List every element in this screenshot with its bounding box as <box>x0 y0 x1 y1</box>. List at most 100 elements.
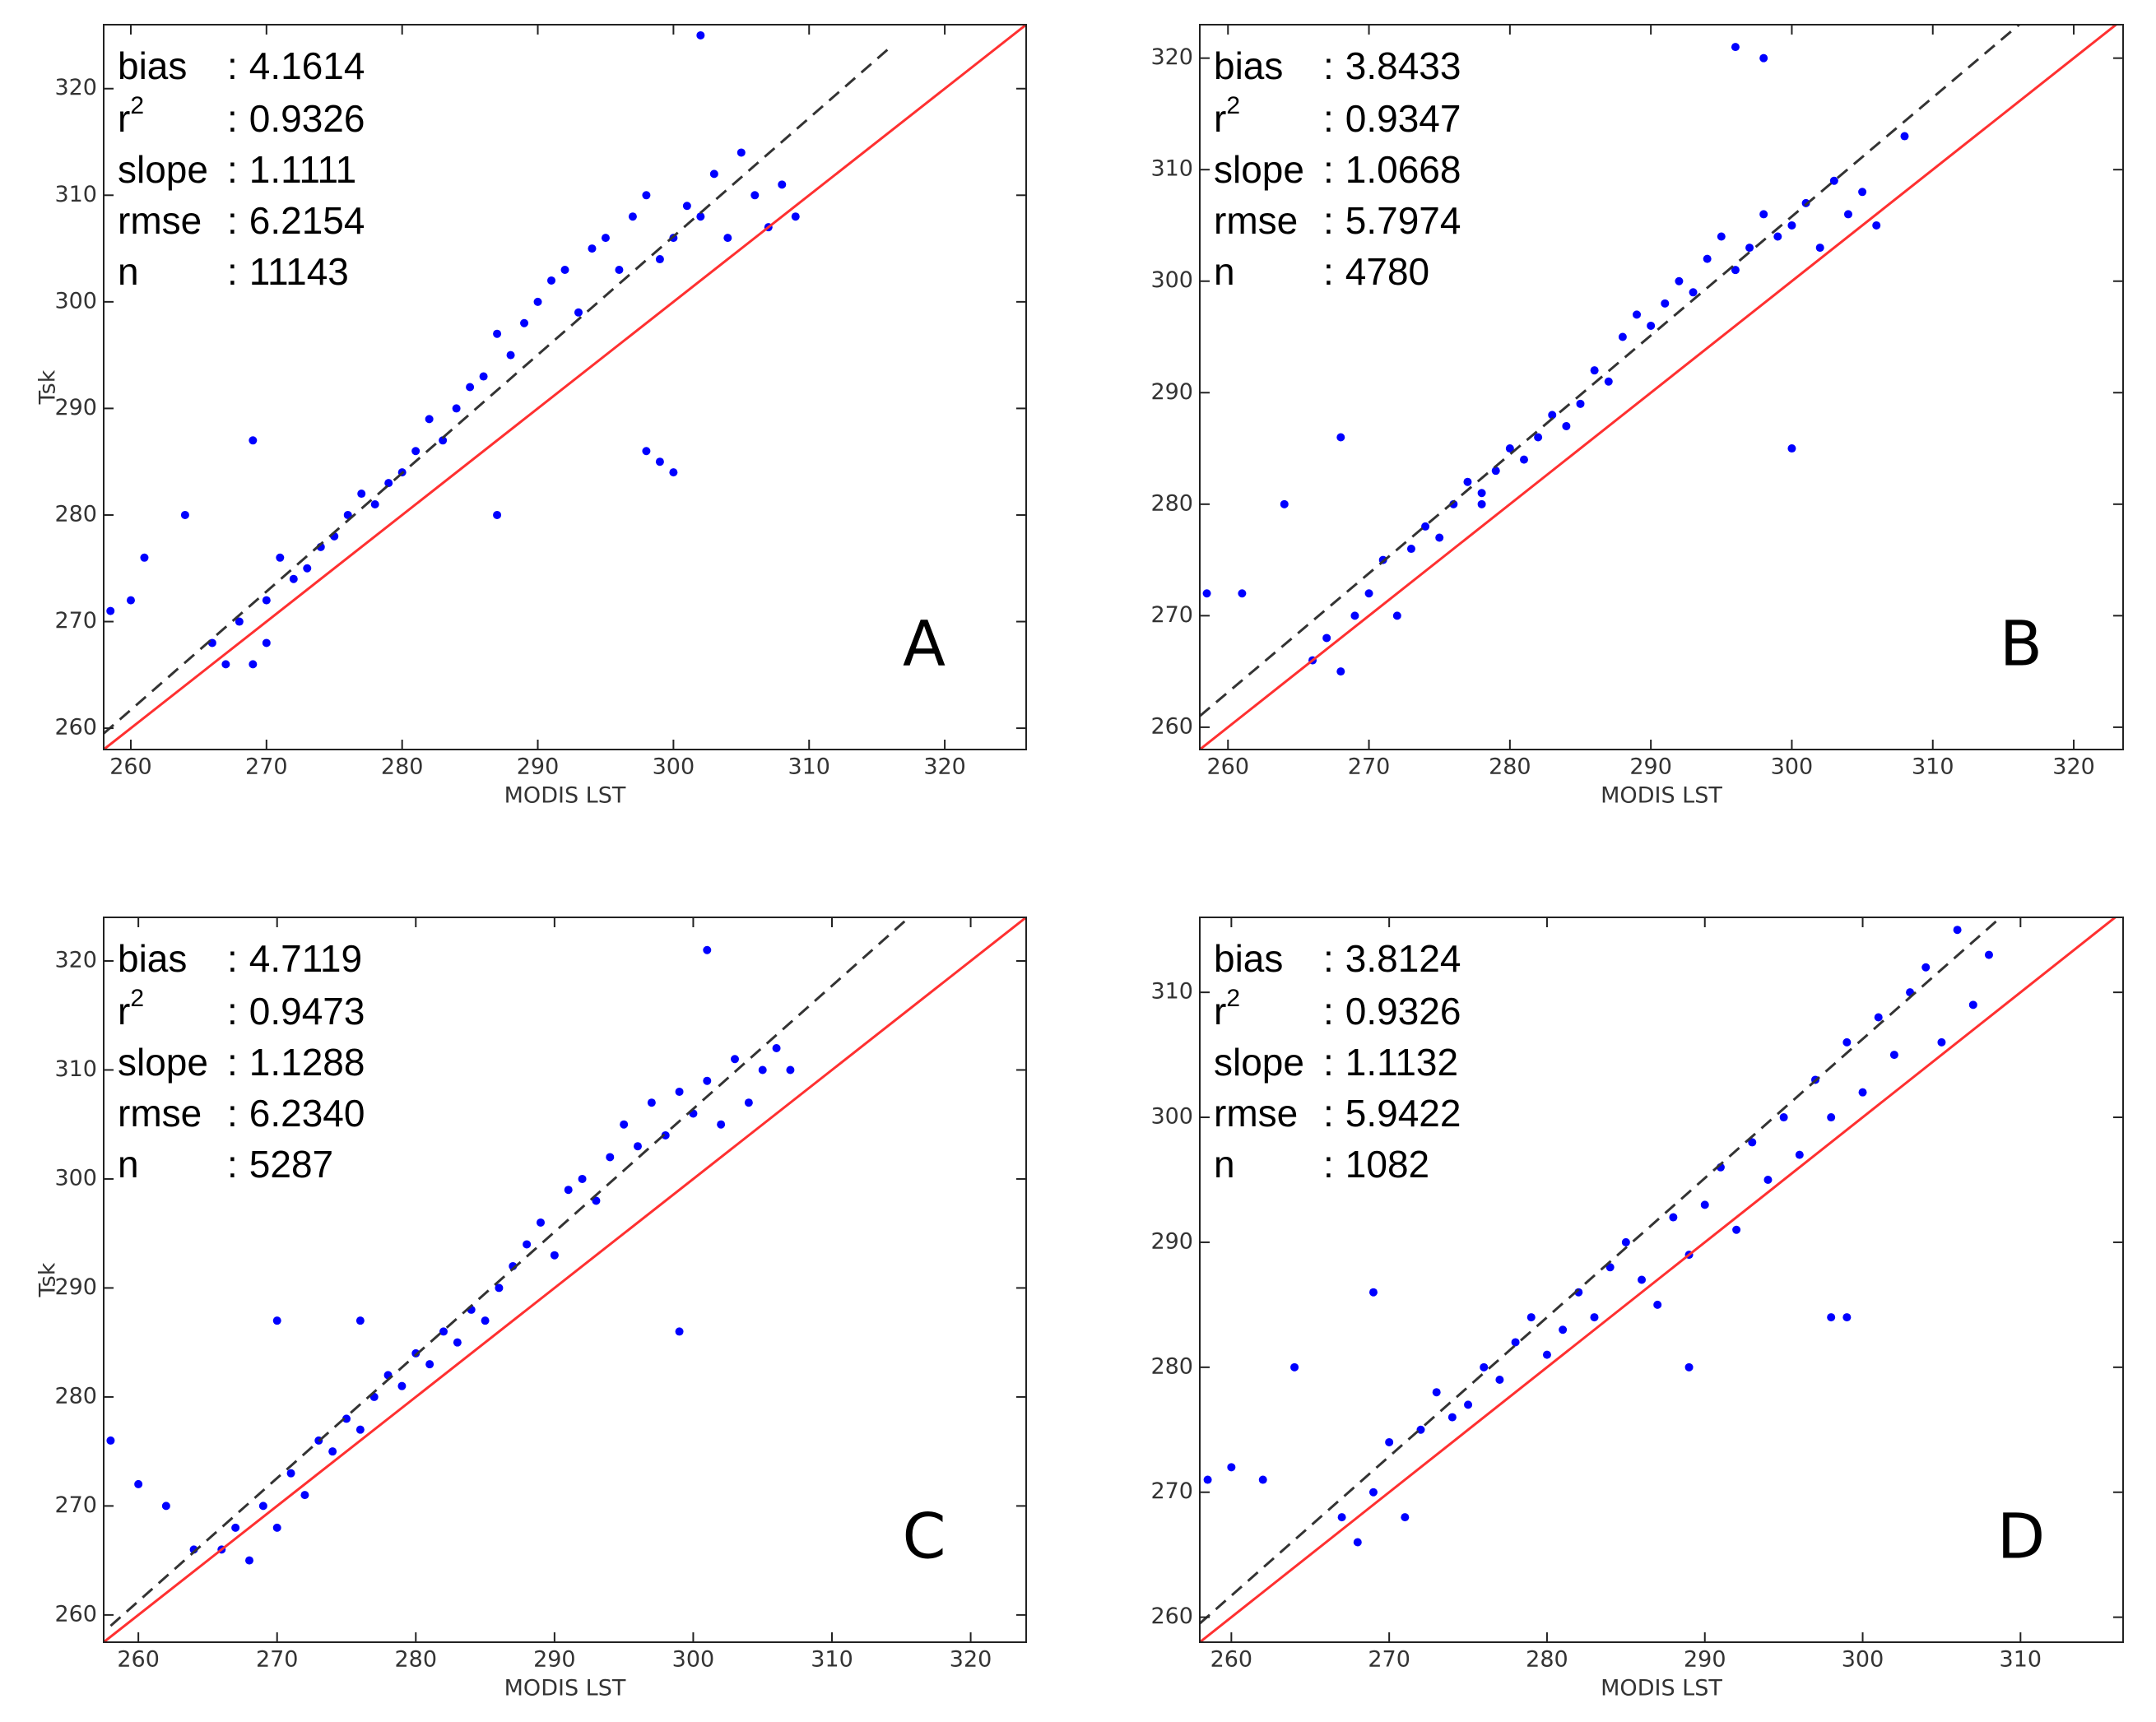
x-tick-label: 290 <box>533 1647 576 1673</box>
stat-value: 0.9326 <box>1345 990 1461 1033</box>
point <box>560 265 569 274</box>
point <box>1559 1325 1568 1334</box>
point <box>231 1523 240 1532</box>
y-tick-label: 300 <box>1150 267 1193 293</box>
point <box>1238 589 1247 598</box>
stat-name: n <box>1214 250 1235 293</box>
y-tick-label: 280 <box>54 501 97 527</box>
point <box>262 638 271 647</box>
stat-value: 1082 <box>1345 1143 1429 1186</box>
stat-value: 1.1288 <box>249 1041 365 1084</box>
y-tick-label: 310 <box>1150 156 1193 182</box>
point <box>1661 299 1670 308</box>
axes-frame <box>1199 24 2124 750</box>
stat-line: n:11143 <box>118 250 349 293</box>
point <box>1202 589 1211 598</box>
stat-sep: : <box>227 937 238 980</box>
point <box>495 1283 504 1293</box>
point <box>370 500 379 509</box>
point <box>357 490 366 499</box>
x-tick-label: 270 <box>1348 754 1391 780</box>
x-tick-label: 290 <box>1684 1647 1726 1673</box>
y-tick-label: 290 <box>1150 1228 1193 1254</box>
point <box>126 596 135 605</box>
identity-line <box>1200 25 2118 750</box>
point <box>439 1327 448 1336</box>
stat-name: rmse <box>118 1092 202 1135</box>
point <box>1576 399 1585 408</box>
panel-label: B <box>2000 607 2042 680</box>
point <box>355 1425 365 1434</box>
stat-value: 0.9326 <box>249 97 365 140</box>
point <box>1621 1237 1630 1246</box>
axes-frame <box>103 24 1027 750</box>
stat-sep: : <box>227 97 238 140</box>
point <box>1889 1051 1898 1060</box>
point <box>723 234 732 243</box>
point <box>533 297 542 306</box>
x-tick-label: 280 <box>395 1647 438 1673</box>
point <box>606 1153 615 1162</box>
x-tick-label: 300 <box>1842 1647 1884 1673</box>
stat-value: 1.0668 <box>1345 148 1461 191</box>
point <box>1447 1413 1457 1422</box>
stat-sep: : <box>227 199 238 242</box>
point <box>355 1316 365 1325</box>
point <box>300 1491 309 1500</box>
point <box>272 1316 281 1325</box>
stat-sep: : <box>227 1041 238 1084</box>
point <box>286 1469 295 1478</box>
stat-value: 3.8433 <box>1345 44 1461 87</box>
point <box>466 383 475 392</box>
point <box>1874 1013 1883 1022</box>
stat-value: 6.2154 <box>249 199 365 242</box>
x-tick-label: 310 <box>1912 754 1954 780</box>
y-tick-label: 300 <box>1150 1104 1193 1130</box>
point <box>1406 545 1415 554</box>
stat-value: 0.9347 <box>1345 97 1461 140</box>
stat-value: 1.1111 <box>249 148 356 191</box>
point <box>411 1348 421 1358</box>
y-tick-label: 280 <box>1150 490 1193 516</box>
identity-line <box>104 25 1026 750</box>
axes-frame <box>103 917 1027 1643</box>
stat-sup: 2 <box>1226 985 1240 1012</box>
point <box>620 1120 629 1129</box>
point <box>506 350 515 360</box>
point <box>180 510 189 519</box>
y-tick-label: 280 <box>54 1383 97 1409</box>
stat-value: 3.8124 <box>1345 937 1461 980</box>
stat-name: bias <box>118 937 187 980</box>
point <box>550 1251 559 1260</box>
point <box>655 255 664 264</box>
point <box>221 660 230 669</box>
point <box>634 1142 642 1151</box>
point <box>675 1327 684 1336</box>
point <box>1700 1200 1709 1209</box>
point <box>601 234 610 243</box>
point <box>1480 1362 1489 1372</box>
y-tick-label: 300 <box>54 288 97 313</box>
stat-value: 0.9473 <box>249 990 365 1033</box>
stat-name: r <box>118 990 130 1033</box>
point <box>1336 433 1345 442</box>
point <box>1842 1313 1852 1322</box>
stat-name: rmse <box>118 199 202 242</box>
point <box>1368 1488 1378 1497</box>
stat-line: rmse:6.2340 <box>118 1092 365 1135</box>
stat-name: slope <box>118 148 208 191</box>
x-tick-label: 320 <box>923 754 966 780</box>
point <box>328 1447 337 1456</box>
point <box>696 212 705 221</box>
point <box>1745 244 1754 253</box>
stat-sep: : <box>227 44 238 87</box>
point <box>439 436 448 445</box>
point <box>1717 232 1726 241</box>
point <box>425 1360 434 1369</box>
x-axis-label: MODIS LST <box>504 783 626 809</box>
regression-line <box>1200 917 2003 1625</box>
point <box>1337 1513 1346 1522</box>
point <box>452 404 461 413</box>
point <box>481 1316 490 1325</box>
point <box>1336 667 1345 676</box>
